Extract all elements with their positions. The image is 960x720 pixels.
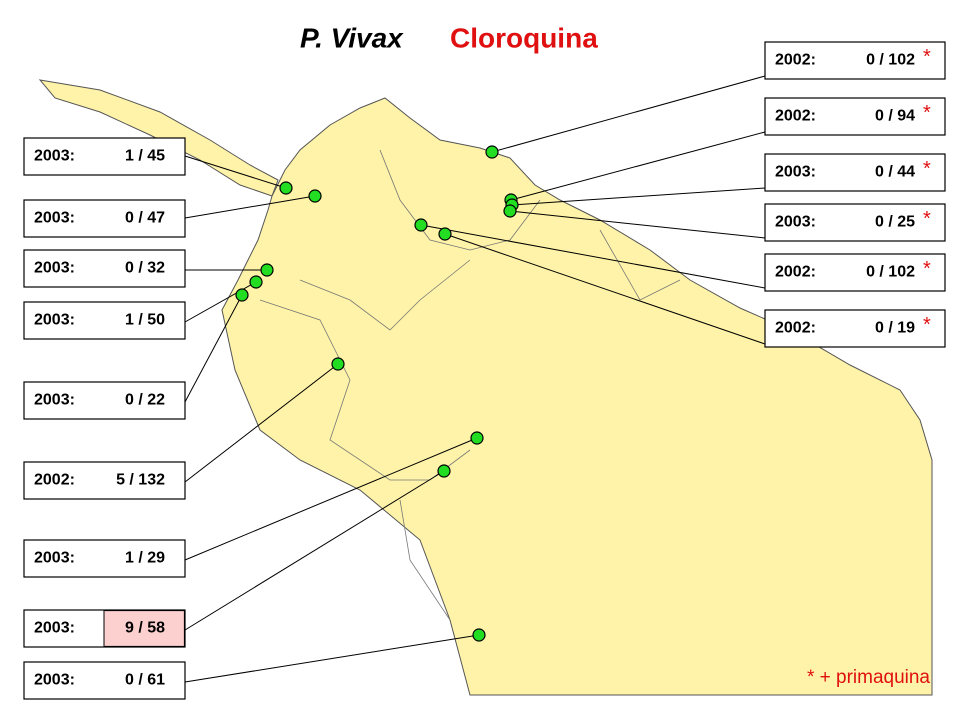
label-star: *: [923, 314, 931, 336]
label-box: [764, 41, 946, 80]
label-ratio: 9 / 58: [125, 620, 165, 637]
label-ratio: 0 / 102: [866, 264, 915, 281]
labels: 2003: 1 / 45 2003: 0 / 47 2003: 0 / 32 2003: 1 …: [23, 41, 946, 700]
label-box: [23, 539, 186, 578]
label-year: 2003:: [775, 164, 816, 181]
site-marker: [470, 431, 484, 445]
label-ratio: 1 / 45: [125, 148, 165, 165]
label-ratio: 1 / 50: [125, 312, 165, 329]
leader-line: [184, 155, 287, 189]
label-box: [764, 203, 946, 242]
label-ratio: 1 / 29: [125, 550, 165, 567]
leader-line: [184, 195, 316, 219]
leader-line: [184, 281, 257, 323]
label-box: [23, 461, 186, 500]
label-year: 2003:: [34, 210, 75, 227]
label-box: [764, 253, 946, 292]
label-star: *: [923, 102, 931, 124]
label-box: [23, 301, 186, 340]
site-marker: [414, 218, 428, 232]
label-star: *: [923, 46, 931, 68]
footnote: * + primaquina: [807, 667, 930, 688]
site-marker: [437, 464, 451, 478]
label-year: 2003:: [34, 148, 75, 165]
label-box: [764, 309, 946, 348]
label-year: 2003:: [34, 392, 75, 409]
label-year: 2003:: [34, 550, 75, 567]
leader-line: [420, 224, 766, 289]
label-box: [23, 137, 186, 176]
label-star: *: [923, 258, 931, 280]
sites: [235, 145, 519, 642]
label-year: 2003:: [34, 260, 75, 277]
label-ratio: 0 / 44: [875, 164, 915, 181]
label-year: 2003:: [34, 620, 75, 637]
site-marker: [260, 263, 274, 277]
label-star: *: [923, 208, 931, 230]
label-ratio: 5 / 132: [116, 472, 165, 489]
site-marker: [235, 288, 249, 302]
site-marker: [472, 628, 486, 642]
label-box: [23, 381, 186, 420]
label-ratio: 0 / 25: [875, 214, 915, 231]
site-marker: [331, 357, 345, 371]
leader-line: [184, 634, 480, 683]
label-box: [23, 661, 186, 700]
land-south-america: [221, 97, 933, 696]
label-year: 2002:: [775, 320, 816, 337]
label-year: 2003:: [775, 214, 816, 231]
leader-line: [184, 470, 445, 631]
label-year: 2003:: [34, 312, 75, 329]
leader-line: [510, 131, 766, 201]
label-ratio: 0 / 19: [875, 320, 915, 337]
highlight: [103, 610, 185, 647]
label-year: 2002:: [34, 472, 75, 489]
leader-line: [184, 437, 478, 561]
label-ratio: 0 / 61: [125, 672, 165, 689]
label-year: 2002:: [775, 264, 816, 281]
label-ratio: 0 / 32: [125, 260, 165, 277]
label-ratio: 0 / 94: [875, 108, 915, 125]
label-year: 2003:: [34, 672, 75, 689]
site-marker: [249, 275, 263, 289]
label-ratio: 0 / 102: [866, 52, 915, 69]
leader-line: [509, 210, 766, 239]
label-ratio: 0 / 47: [125, 210, 165, 227]
site-marker: [279, 181, 293, 195]
leader-line: [184, 294, 243, 403]
label-ratio: 0 / 22: [125, 392, 165, 409]
leader-lines: [184, 75, 766, 683]
site-marker: [503, 204, 517, 218]
label-year: 2002:: [775, 52, 816, 69]
label-box: [764, 97, 946, 136]
label-star: *: [923, 158, 931, 180]
leader-line: [511, 187, 766, 206]
label-box: [23, 199, 186, 238]
label-year: 2002:: [775, 108, 816, 125]
site-marker: [485, 145, 499, 159]
leader-line: [444, 233, 766, 345]
label-box: [23, 249, 186, 288]
title-species: P. Vivax: [300, 22, 404, 53]
leader-line: [184, 363, 339, 483]
label-box: [764, 153, 946, 192]
site-marker: [308, 189, 322, 203]
site-marker: [438, 227, 452, 241]
leader-line: [491, 75, 766, 153]
title-drug: Cloroquina: [450, 22, 598, 53]
